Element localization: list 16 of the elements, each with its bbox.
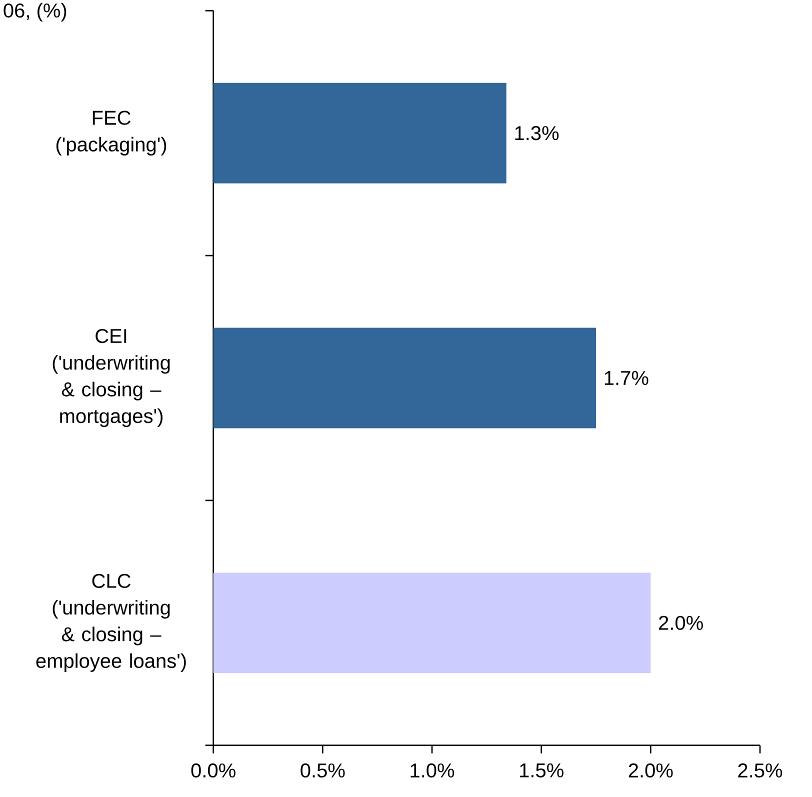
y-tick-label: FEC ('packaging') bbox=[56, 110, 166, 156]
text: 06, (%) bbox=[4, 2, 66, 22]
data-label: 1.3% bbox=[515, 126, 559, 140]
x-tick-label: 1.5% bbox=[520, 763, 564, 778]
x-tick-label: 2.5% bbox=[738, 763, 782, 778]
bar bbox=[213, 328, 596, 428]
y-tick-label: CEI ('underwriting & closing – mortgages') bbox=[52, 328, 170, 428]
data-label: 1.7% bbox=[604, 371, 648, 386]
data-label: 2.0% bbox=[659, 616, 703, 630]
x-tick-label: 0.5% bbox=[300, 763, 345, 778]
bar bbox=[213, 82, 506, 184]
x-tick-label: 2.0% bbox=[628, 763, 673, 778]
y-tick-label: CLC ('underwriting & closing – employee loans') bbox=[36, 574, 186, 672]
bar bbox=[213, 572, 651, 674]
x-tick-label: 0.0% bbox=[191, 763, 236, 778]
x-tick-label: 1.0% bbox=[410, 763, 454, 778]
